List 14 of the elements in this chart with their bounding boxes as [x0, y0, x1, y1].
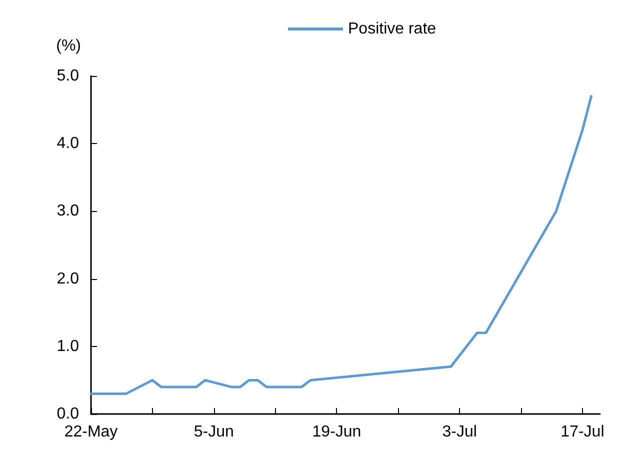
y-tick-label: 3.0: [56, 202, 80, 220]
legend-label: Positive rate: [348, 20, 436, 38]
x-tick-label: 5-Jun: [194, 424, 234, 440]
x-tick-label: 3-Jul: [442, 424, 477, 440]
x-tick-label: 22-May: [64, 424, 118, 440]
y-tick-label: 1.0: [56, 338, 80, 355]
y-tick-label: 2.0: [56, 270, 80, 288]
x-tick-label: 19-Jun: [312, 424, 362, 440]
line-series: [90, 95, 592, 395]
y-axis-title: (%): [56, 38, 81, 54]
y-tick-label: 5.0: [56, 68, 80, 84]
y-tick-label: 4.0: [56, 135, 80, 152]
y-tick-label: 0.0: [56, 406, 80, 422]
x-tick-label: 17-Jul: [560, 424, 604, 440]
